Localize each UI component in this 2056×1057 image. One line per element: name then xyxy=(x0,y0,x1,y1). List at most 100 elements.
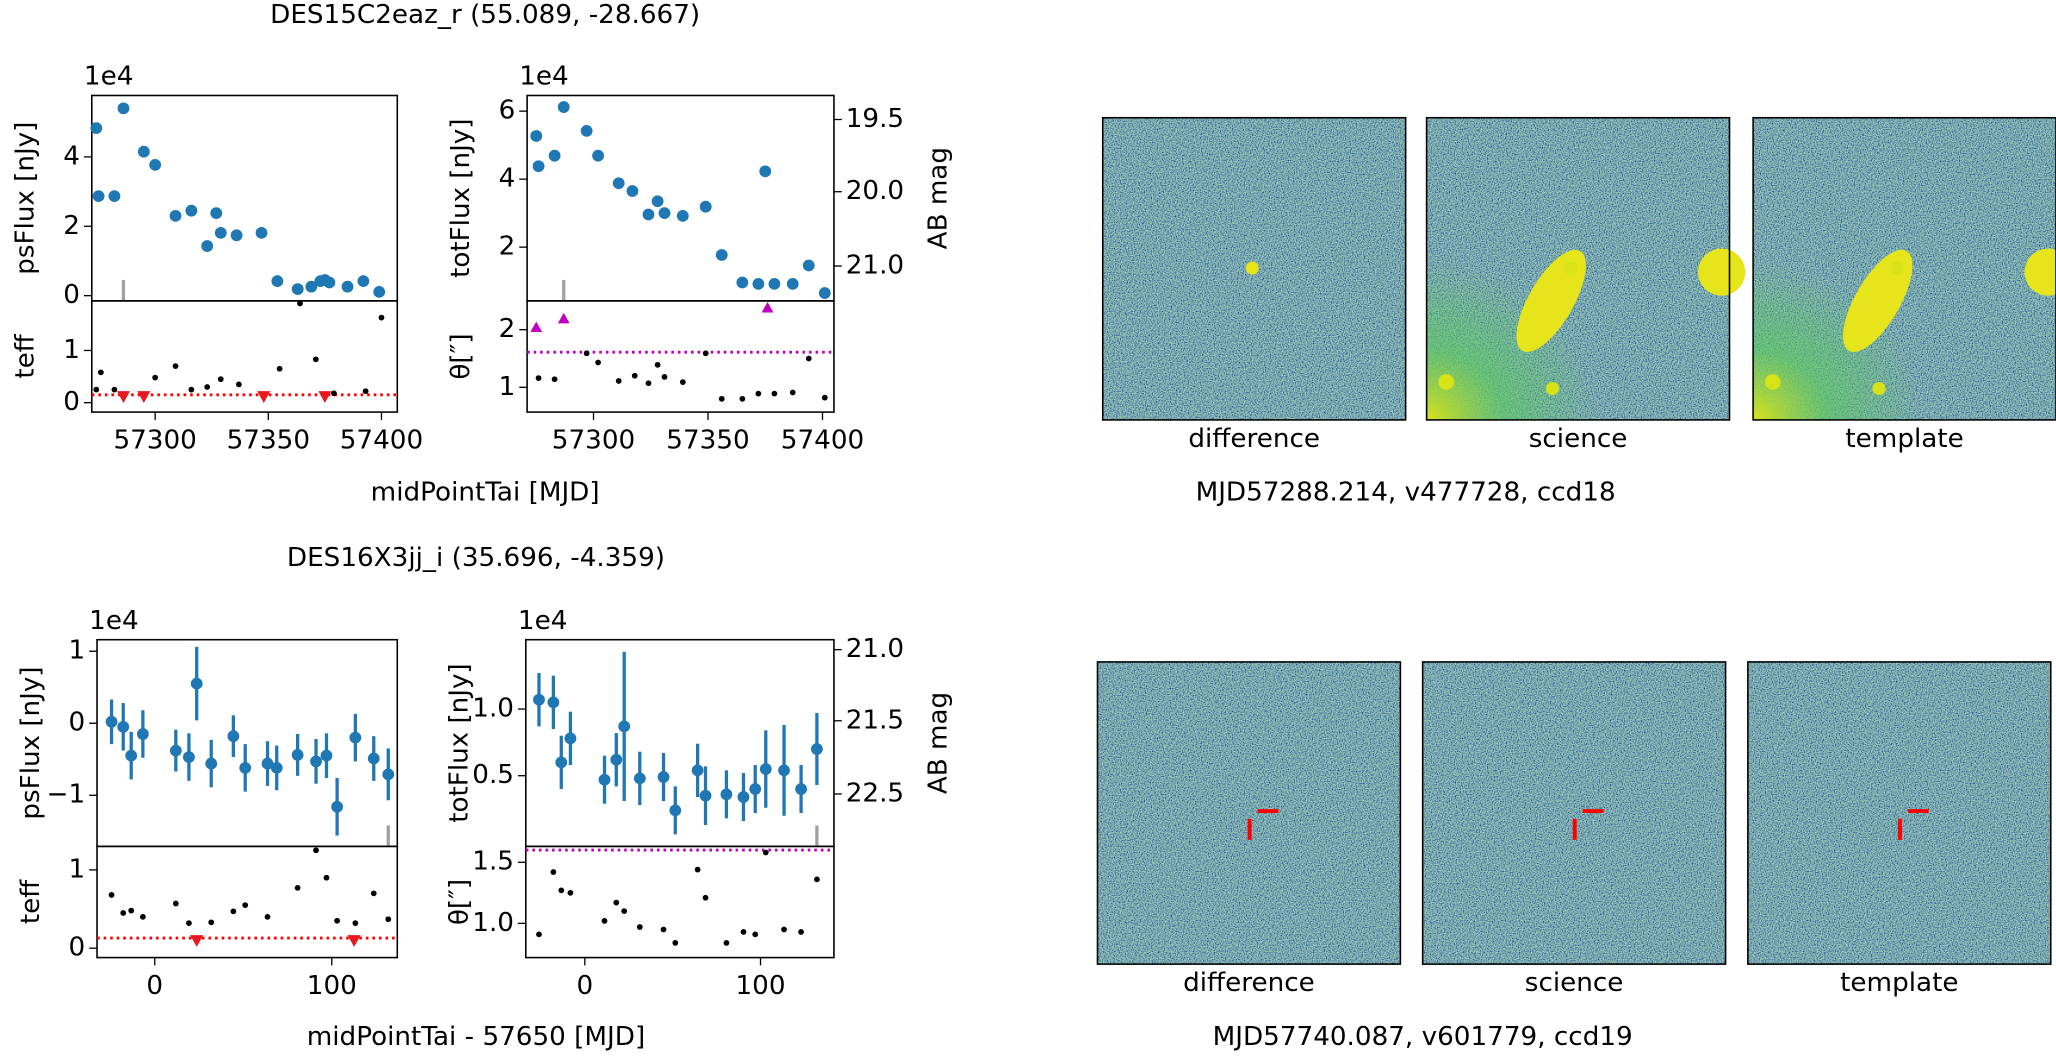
point xyxy=(239,761,252,774)
point xyxy=(547,696,560,709)
point xyxy=(658,207,671,220)
point xyxy=(583,350,590,357)
point xyxy=(818,287,831,299)
y2-tick-label: 21.0 xyxy=(846,251,904,281)
point xyxy=(261,757,274,770)
point xyxy=(188,386,195,393)
point xyxy=(645,380,652,387)
point xyxy=(532,160,545,173)
point xyxy=(737,791,750,803)
x-tick-label: 57300 xyxy=(113,425,196,455)
point xyxy=(759,763,772,775)
point xyxy=(699,200,712,213)
point xyxy=(136,728,149,740)
y-tick-label: 1.0 xyxy=(472,694,514,724)
galaxy xyxy=(1842,249,1913,352)
point xyxy=(313,847,319,854)
point xyxy=(334,917,340,924)
point xyxy=(270,761,283,774)
point xyxy=(291,283,304,295)
y-tick-label: 4 xyxy=(63,141,80,171)
point xyxy=(111,386,118,393)
point xyxy=(382,768,395,781)
point xyxy=(530,130,543,142)
point xyxy=(105,715,118,728)
star xyxy=(1764,374,1781,390)
point xyxy=(331,390,337,397)
x-tick-label: 57400 xyxy=(781,425,864,455)
point xyxy=(385,916,392,923)
point xyxy=(626,185,639,197)
offset-label: 1e4 xyxy=(89,606,138,636)
cutout-frame xyxy=(1425,116,1731,421)
point xyxy=(535,375,542,381)
x-axis-label: midPointTai - 57650 [MJD] xyxy=(307,1022,645,1052)
point xyxy=(795,783,807,795)
point xyxy=(618,720,631,733)
star xyxy=(1564,261,1578,275)
x-axis-label: midPointTai [MJD] xyxy=(371,478,600,508)
point xyxy=(152,374,159,381)
limit-marker xyxy=(137,391,151,403)
point xyxy=(805,355,812,362)
point xyxy=(610,753,623,766)
point xyxy=(370,890,377,897)
y-tick-label: 2 xyxy=(499,314,516,344)
point xyxy=(323,874,330,881)
y-tick-label: 1.5 xyxy=(472,847,514,877)
star xyxy=(2024,248,2056,296)
point xyxy=(615,378,622,384)
point xyxy=(214,226,227,239)
point xyxy=(349,731,362,744)
cutout-frame xyxy=(1421,661,1727,965)
point xyxy=(749,783,762,795)
source xyxy=(1245,261,1259,275)
point xyxy=(660,926,667,933)
y-tick-label: 0 xyxy=(69,933,86,963)
point xyxy=(117,720,130,733)
x-tick-label: 100 xyxy=(307,971,357,1001)
point xyxy=(310,755,322,768)
x-tick-label: 57350 xyxy=(227,425,310,455)
limit-marker xyxy=(761,301,774,313)
point xyxy=(551,376,558,383)
point xyxy=(117,102,130,115)
point xyxy=(613,899,620,906)
y-tick-label: 1.0 xyxy=(472,908,514,938)
star xyxy=(1698,248,1746,296)
point xyxy=(558,887,565,894)
point xyxy=(810,743,823,755)
point xyxy=(786,277,799,290)
point xyxy=(331,800,344,813)
point xyxy=(149,158,162,171)
point xyxy=(230,229,243,242)
point xyxy=(230,908,237,915)
point xyxy=(323,276,336,289)
point xyxy=(186,920,192,927)
y-tick-label: 1 xyxy=(499,372,516,402)
x-tick-label: 100 xyxy=(735,971,785,1001)
x-tick-label: 57350 xyxy=(666,425,749,455)
galaxy xyxy=(1516,249,1586,352)
point xyxy=(227,730,240,743)
y-tick-label: 2 xyxy=(499,232,516,262)
point xyxy=(739,395,746,402)
point xyxy=(592,149,604,162)
y2-tick-label: 22.5 xyxy=(846,778,904,808)
point xyxy=(633,772,646,785)
image-label: difference xyxy=(1183,968,1315,998)
point xyxy=(781,926,787,933)
image-label: science xyxy=(1525,968,1624,998)
point xyxy=(93,386,100,393)
point xyxy=(723,940,730,946)
limit-marker xyxy=(530,321,543,333)
point xyxy=(557,101,570,113)
star xyxy=(1545,381,1560,396)
image-label: template xyxy=(1845,424,1963,454)
point xyxy=(548,149,561,162)
y2-tick-label: 21.0 xyxy=(846,634,904,664)
point xyxy=(137,145,150,158)
point xyxy=(169,209,182,222)
crosshair xyxy=(1897,809,1929,840)
point xyxy=(367,752,380,765)
